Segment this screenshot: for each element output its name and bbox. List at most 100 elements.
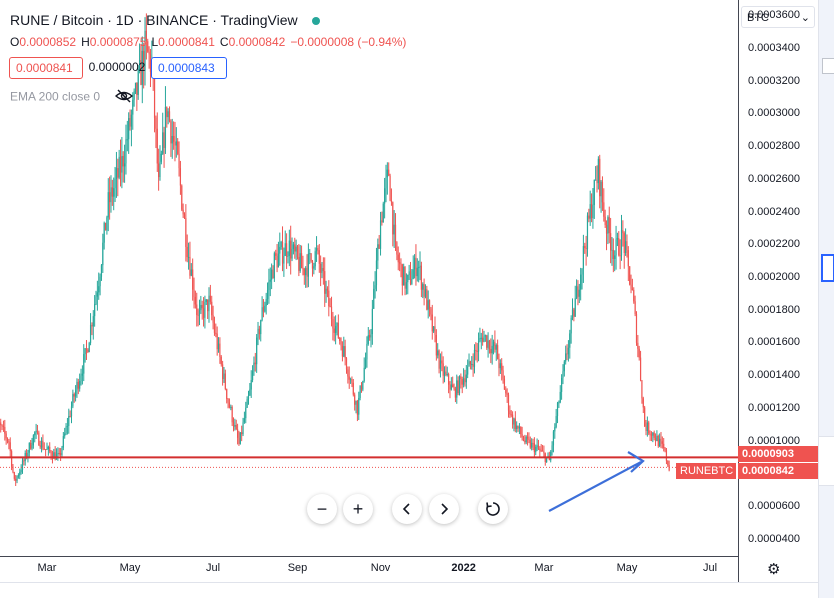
candle bbox=[465, 365, 467, 389]
chevron-down-icon: ⌄ bbox=[800, 12, 810, 24]
price-tick-label: 0.0003200 bbox=[748, 74, 800, 87]
price-axis[interactable] bbox=[738, 0, 818, 582]
buy-price-box[interactable]: 0.0000843 bbox=[151, 57, 227, 79]
candle bbox=[84, 347, 86, 363]
scroll-left-button[interactable] bbox=[392, 494, 422, 524]
candle bbox=[39, 440, 41, 450]
candle bbox=[178, 141, 180, 177]
candle bbox=[179, 160, 182, 195]
candle bbox=[605, 220, 608, 251]
candle bbox=[16, 475, 18, 484]
candle bbox=[269, 267, 271, 297]
candle bbox=[483, 330, 485, 343]
candle bbox=[439, 353, 442, 378]
candle bbox=[427, 290, 429, 319]
candle bbox=[65, 423, 67, 436]
candle bbox=[369, 329, 371, 341]
zoom-out-button[interactable]: − bbox=[307, 494, 337, 524]
chart-plot-area[interactable] bbox=[0, 0, 738, 556]
candle bbox=[38, 430, 40, 446]
reset-chart-button[interactable] bbox=[478, 494, 508, 524]
candle bbox=[224, 369, 226, 391]
candle bbox=[8, 439, 10, 450]
toolbar-button-active[interactable] bbox=[821, 254, 834, 282]
last-price-tag: 0.0000842 bbox=[738, 463, 818, 479]
time-axis[interactable] bbox=[0, 556, 738, 582]
candle bbox=[525, 435, 527, 445]
candle bbox=[630, 274, 632, 294]
candle bbox=[565, 345, 567, 365]
candle bbox=[570, 315, 572, 344]
candle bbox=[43, 442, 45, 450]
candle bbox=[181, 184, 183, 212]
candle bbox=[1, 424, 3, 431]
candle bbox=[223, 367, 225, 383]
candle bbox=[397, 246, 399, 271]
candle bbox=[663, 438, 665, 452]
indicator-label[interactable]: EMA 200 close 0 bbox=[10, 89, 101, 104]
candle bbox=[366, 336, 368, 368]
candle bbox=[443, 366, 446, 383]
candle bbox=[575, 279, 578, 300]
candle bbox=[659, 433, 661, 448]
candle bbox=[362, 380, 364, 392]
candle bbox=[275, 249, 277, 261]
candle bbox=[303, 267, 305, 285]
candle bbox=[300, 245, 303, 269]
candle bbox=[264, 301, 266, 313]
candle bbox=[399, 252, 401, 272]
candle bbox=[661, 436, 663, 449]
candlestick-chart[interactable] bbox=[0, 0, 738, 556]
candle bbox=[234, 418, 236, 431]
symbol-title[interactable]: RUNE / Bitcoin · 1D · BINANCE · TradingV… bbox=[10, 12, 298, 28]
candle bbox=[590, 193, 593, 223]
candle bbox=[236, 423, 239, 445]
candle bbox=[360, 382, 363, 393]
candle bbox=[438, 349, 440, 374]
candle bbox=[311, 259, 314, 277]
toolbar-panel[interactable] bbox=[819, 436, 834, 486]
candle bbox=[416, 258, 418, 282]
candle bbox=[310, 253, 312, 263]
eye-hidden-icon[interactable] bbox=[115, 89, 134, 106]
price-tick-label: 0.0002400 bbox=[748, 205, 800, 218]
scroll-right-button[interactable] bbox=[429, 494, 459, 524]
indicator-legend[interactable]: EMA 200 close 0 bbox=[10, 89, 134, 106]
candle bbox=[40, 437, 43, 453]
ohlc-value: 0.0000841 bbox=[158, 35, 215, 49]
annotation-arrow[interactable] bbox=[548, 451, 645, 512]
candle bbox=[333, 316, 335, 342]
sell-price-box[interactable]: 0.0000841 bbox=[9, 57, 83, 79]
time-tick-label: May bbox=[119, 562, 141, 574]
price-tick-label: 0.0001600 bbox=[748, 336, 800, 349]
currency-selector[interactable]: BTC ⌄ bbox=[741, 6, 815, 28]
candle bbox=[624, 228, 627, 256]
candle bbox=[32, 434, 34, 449]
candle bbox=[309, 248, 311, 265]
zoom-in-button[interactable]: + bbox=[343, 494, 373, 524]
candle bbox=[339, 336, 341, 345]
candle bbox=[266, 282, 269, 306]
price-tick-label: 0.0002000 bbox=[748, 271, 800, 283]
candle bbox=[487, 332, 489, 358]
candle bbox=[586, 212, 589, 257]
candle bbox=[288, 229, 290, 267]
candle bbox=[19, 468, 21, 480]
time-tick-label: Mar bbox=[37, 562, 57, 574]
toolbar-button[interactable] bbox=[822, 58, 834, 74]
candle bbox=[344, 339, 346, 366]
candle bbox=[76, 378, 78, 398]
candle bbox=[200, 295, 202, 314]
level-price-tag: 0.0000903 bbox=[738, 446, 818, 462]
candle bbox=[412, 255, 414, 280]
candle bbox=[468, 353, 470, 367]
candle bbox=[85, 340, 88, 360]
candle bbox=[457, 376, 459, 396]
candle bbox=[72, 389, 74, 409]
symbol-legend[interactable]: RUNE / Bitcoin · 1D · BINANCE · TradingV… bbox=[10, 12, 320, 28]
bottom-toolbar bbox=[0, 582, 818, 598]
candle bbox=[386, 162, 388, 195]
gear-icon[interactable]: ⚙ bbox=[767, 561, 781, 578]
candle bbox=[505, 386, 507, 397]
candle bbox=[482, 328, 484, 346]
